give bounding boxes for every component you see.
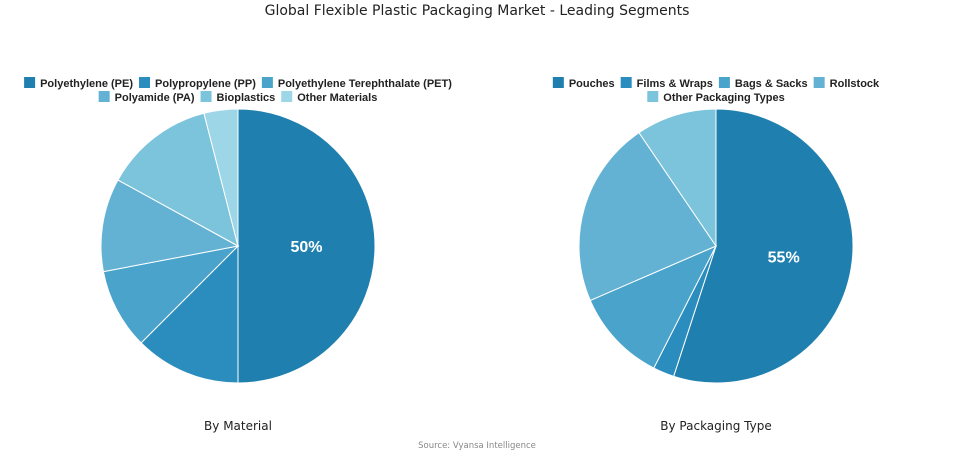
material-pie-chart: 50% xyxy=(100,108,376,384)
legend-label: Films & Wraps xyxy=(637,78,713,90)
legend-item-polyethylene-pe[interactable]: Polyethylene (PE) xyxy=(24,77,133,90)
pie-slice-rollstock[interactable] xyxy=(578,131,717,302)
pie-slice-other-packaging-types[interactable] xyxy=(638,108,717,248)
legend-item-polypropylene-pp[interactable]: Polypropylene (PP) xyxy=(139,77,256,90)
pie-slice-pouches[interactable] xyxy=(673,108,854,384)
legend-item-other-materials[interactable]: Other Materials xyxy=(281,91,377,104)
legend-swatch xyxy=(620,77,632,88)
slice-percent-label: 55% xyxy=(768,250,800,267)
legend-swatch xyxy=(200,91,212,102)
pie-slice-polypropylene-pp[interactable] xyxy=(140,244,239,384)
pie-slice-other-materials[interactable] xyxy=(203,108,239,247)
packaging-type-pie-chart: 55% xyxy=(578,108,854,384)
legend-label: Other Packaging Types xyxy=(663,92,784,104)
pie-slice-polyamide-pa[interactable] xyxy=(100,179,240,273)
legend-swatch xyxy=(98,91,110,102)
legend-item-bags-sacks[interactable]: Bags & Sacks xyxy=(718,77,808,90)
legend-label: Polyethylene Terephthalate (PET) xyxy=(278,78,452,90)
legend-label: Pouches xyxy=(569,78,615,90)
pie-slice-polyethylene-terephthalate-pet[interactable] xyxy=(102,245,240,344)
pie-slice-bags-sacks[interactable] xyxy=(589,244,718,369)
slice-percent-label: 50% xyxy=(290,239,322,256)
legend-swatch xyxy=(647,91,659,102)
legend-item-other-packaging-types[interactable]: Other Packaging Types xyxy=(647,91,785,104)
legend-swatch xyxy=(813,77,825,88)
legend-item-polyethylene-terephthalate-pet[interactable]: Polyethylene Terephthalate (PET) xyxy=(261,77,452,90)
legend-item-bioplastics[interactable]: Bioplastics xyxy=(200,91,276,104)
packaging-type-legend: Pouches Films & Wraps Bags & Sacks Rollstoc… xyxy=(552,77,880,104)
legend-item-films-wraps[interactable]: Films & Wraps xyxy=(620,77,713,90)
pie-slice-bioplastics[interactable] xyxy=(117,112,239,247)
legend-label: Polyamide (PA) xyxy=(115,92,195,104)
legend-label: Polyethylene (PE) xyxy=(40,78,133,90)
legend-label: Bioplastics xyxy=(217,92,276,104)
legend-label: Polypropylene (PP) xyxy=(155,78,256,90)
material-legend: Polyethylene (PE) Polypropylene (PP) Polye… xyxy=(24,77,452,104)
legend-swatch xyxy=(261,77,273,88)
legend-label: Bags & Sacks xyxy=(735,78,808,90)
material-subtitle: By Material xyxy=(204,419,272,433)
chart-title: Global Flexible Plastic Packaging Market… xyxy=(265,3,690,19)
legend-item-polyamide-pa[interactable]: Polyamide (PA) xyxy=(98,91,195,104)
legend-swatch xyxy=(281,91,293,102)
pie-slice-polyethylene-pe[interactable] xyxy=(237,108,376,384)
legend-swatch xyxy=(718,77,730,88)
legend-label: Rollstock xyxy=(830,78,880,90)
legend-item-pouches[interactable]: Pouches xyxy=(552,77,615,90)
legend-label: Other Materials xyxy=(297,92,377,104)
packaging-type-subtitle: By Packaging Type xyxy=(660,419,771,433)
legend-swatch xyxy=(24,77,36,88)
legend-item-rollstock[interactable]: Rollstock xyxy=(813,77,880,90)
source-note: Source: Vyansa Intelligence xyxy=(418,441,536,451)
legend-swatch xyxy=(139,77,151,88)
legend-swatch xyxy=(552,77,564,88)
